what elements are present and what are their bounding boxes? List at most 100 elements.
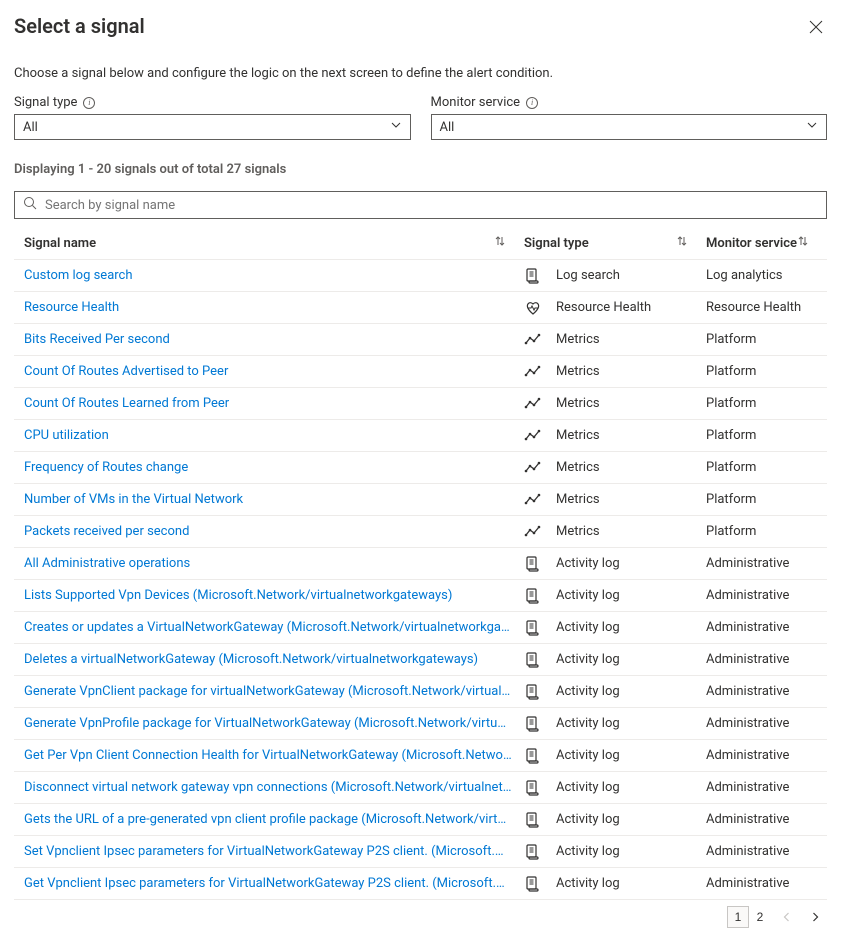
- monitor-service-cell: Platform: [706, 428, 827, 443]
- signal-type-filter: Signal type i All: [14, 95, 411, 140]
- monitor-service-select[interactable]: All: [431, 114, 828, 140]
- close-button[interactable]: [805, 16, 827, 38]
- sort-icon: [676, 235, 688, 251]
- signal-name-link[interactable]: Deletes a virtualNetworkGateway (Microso…: [24, 652, 524, 667]
- signal-name-link[interactable]: All Administrative operations: [24, 556, 524, 571]
- results-count: Displaying 1 - 20 signals out of total 2…: [14, 162, 827, 177]
- log-icon: [524, 843, 542, 861]
- table-row: Packets received per secondMetricsPlatfo…: [14, 516, 827, 548]
- filters-row: Signal type i All Monitor service i All: [14, 95, 827, 140]
- table-row: Get Per Vpn Client Connection Health for…: [14, 740, 827, 772]
- table-row: Count Of Routes Advertised to PeerMetric…: [14, 356, 827, 388]
- log-icon: [524, 267, 542, 285]
- pagination: 12: [14, 906, 827, 928]
- search-box[interactable]: [14, 191, 827, 219]
- table-body: Custom log searchLog searchLog analytics…: [14, 260, 827, 900]
- col-header-name-text: Signal name: [24, 236, 96, 251]
- signal-type-cell: Activity log: [524, 747, 706, 765]
- metrics-icon: [524, 523, 542, 541]
- page-button-2[interactable]: 2: [749, 906, 771, 928]
- page-button-1[interactable]: 1: [727, 906, 749, 928]
- table-row: Gets the URL of a pre-generated vpn clie…: [14, 804, 827, 836]
- close-icon: [809, 20, 823, 34]
- table-row: Creates or updates a VirtualNetworkGatew…: [14, 612, 827, 644]
- signal-type-label-text: Signal type: [14, 95, 77, 110]
- monitor-service-label-text: Monitor service: [431, 95, 521, 110]
- signal-name-link[interactable]: Frequency of Routes change: [24, 460, 524, 475]
- table-row: Number of VMs in the Virtual NetworkMetr…: [14, 484, 827, 516]
- sort-icon: [494, 235, 506, 251]
- table-row: Set Vpnclient Ipsec parameters for Virtu…: [14, 836, 827, 868]
- table-row: CPU utilizationMetricsPlatform: [14, 420, 827, 452]
- signal-type-cell: Activity log: [524, 715, 706, 733]
- log-icon: [524, 651, 542, 669]
- signal-type-text: Activity log: [556, 716, 620, 731]
- table-row: All Administrative operations Activity lo…: [14, 548, 827, 580]
- table-row: Bits Received Per second Metrics Platform: [14, 324, 827, 356]
- signal-type-cell: Metrics: [524, 523, 706, 541]
- table-row: Get Vpnclient Ipsec parameters for Virtu…: [14, 868, 827, 900]
- signal-name-link[interactable]: Count Of Routes Learned from Peer: [24, 396, 524, 411]
- signal-type-cell: Activity log: [524, 619, 706, 637]
- signal-name-link[interactable]: Gets the URL of a pre-generated vpn clie…: [24, 812, 524, 827]
- monitor-service-filter: Monitor service i All: [431, 95, 828, 140]
- log-icon: [524, 811, 542, 829]
- signal-type-text: Activity log: [556, 556, 620, 571]
- signal-name-link[interactable]: Get Vpnclient Ipsec parameters for Virtu…: [24, 876, 524, 891]
- signal-name-link[interactable]: Number of VMs in the Virtual Network: [24, 492, 524, 507]
- info-icon[interactable]: i: [83, 97, 95, 109]
- log-icon: [524, 875, 542, 893]
- search-input[interactable]: [43, 197, 818, 214]
- search-icon: [23, 196, 37, 214]
- log-icon: [524, 619, 542, 637]
- panel-title: Select a signal: [14, 14, 145, 38]
- sort-icon: [797, 235, 809, 251]
- signal-type-text: Resource Health: [556, 300, 651, 315]
- log-icon: [524, 555, 542, 573]
- signal-type-text: Activity log: [556, 652, 620, 667]
- monitor-service-cell: Administrative: [706, 652, 827, 667]
- metrics-icon: [524, 363, 542, 381]
- signal-type-select[interactable]: All: [14, 114, 411, 140]
- monitor-service-cell: Administrative: [706, 716, 827, 731]
- signal-name-link[interactable]: Disconnect virtual network gateway vpn c…: [24, 780, 524, 795]
- monitor-service-cell: Platform: [706, 332, 827, 347]
- signal-name-link[interactable]: Set Vpnclient Ipsec parameters for Virtu…: [24, 844, 524, 859]
- signal-type-text: Metrics: [556, 332, 600, 347]
- health-icon: [524, 299, 542, 317]
- signal-name-link[interactable]: Packets received per second: [24, 524, 524, 539]
- table-row: Lists Supported Vpn Devices (Microsoft.N…: [14, 580, 827, 612]
- signal-name-link[interactable]: CPU utilization: [24, 428, 524, 443]
- signal-name-link[interactable]: Generate VpnClient package for virtualNe…: [24, 684, 524, 699]
- signal-type-text: Activity log: [556, 588, 620, 603]
- col-header-type[interactable]: Signal type: [524, 235, 706, 251]
- monitor-service-cell: Administrative: [706, 684, 827, 699]
- col-header-name[interactable]: Signal name: [24, 235, 524, 251]
- chevron-right-icon: [810, 912, 820, 922]
- monitor-service-cell: Administrative: [706, 780, 827, 795]
- col-header-service[interactable]: Monitor service: [706, 235, 827, 251]
- signal-type-cell: Activity log: [524, 811, 706, 829]
- signals-table: Signal name Signal type Monitor service …: [14, 229, 827, 900]
- signal-type-text: Activity log: [556, 684, 620, 699]
- next-page-button[interactable]: [803, 906, 827, 928]
- signal-type-cell: Metrics: [524, 459, 706, 477]
- signal-name-link[interactable]: Generate VpnProfile package for VirtualN…: [24, 716, 524, 731]
- signal-name-link[interactable]: Bits Received Per second: [24, 332, 524, 347]
- signal-name-link[interactable]: Count Of Routes Advertised to Peer: [24, 364, 524, 379]
- monitor-service-cell: Administrative: [706, 812, 827, 827]
- signal-name-link[interactable]: Lists Supported Vpn Devices (Microsoft.N…: [24, 588, 524, 603]
- signal-name-link[interactable]: Resource Health: [24, 300, 524, 315]
- table-row: Custom log searchLog searchLog analytics: [14, 260, 827, 292]
- signal-name-link[interactable]: Get Per Vpn Client Connection Health for…: [24, 748, 524, 763]
- info-icon[interactable]: i: [526, 97, 538, 109]
- table-row: Generate VpnProfile package for VirtualN…: [14, 708, 827, 740]
- chevron-down-icon: [806, 119, 818, 135]
- signal-name-link[interactable]: Custom log search: [24, 268, 524, 283]
- chevron-left-icon: [782, 912, 792, 922]
- log-icon: [524, 587, 542, 605]
- monitor-service-cell: Platform: [706, 460, 827, 475]
- signal-name-link[interactable]: Creates or updates a VirtualNetworkGatew…: [24, 620, 524, 635]
- log-icon: [524, 683, 542, 701]
- signal-type-cell: Activity log: [524, 683, 706, 701]
